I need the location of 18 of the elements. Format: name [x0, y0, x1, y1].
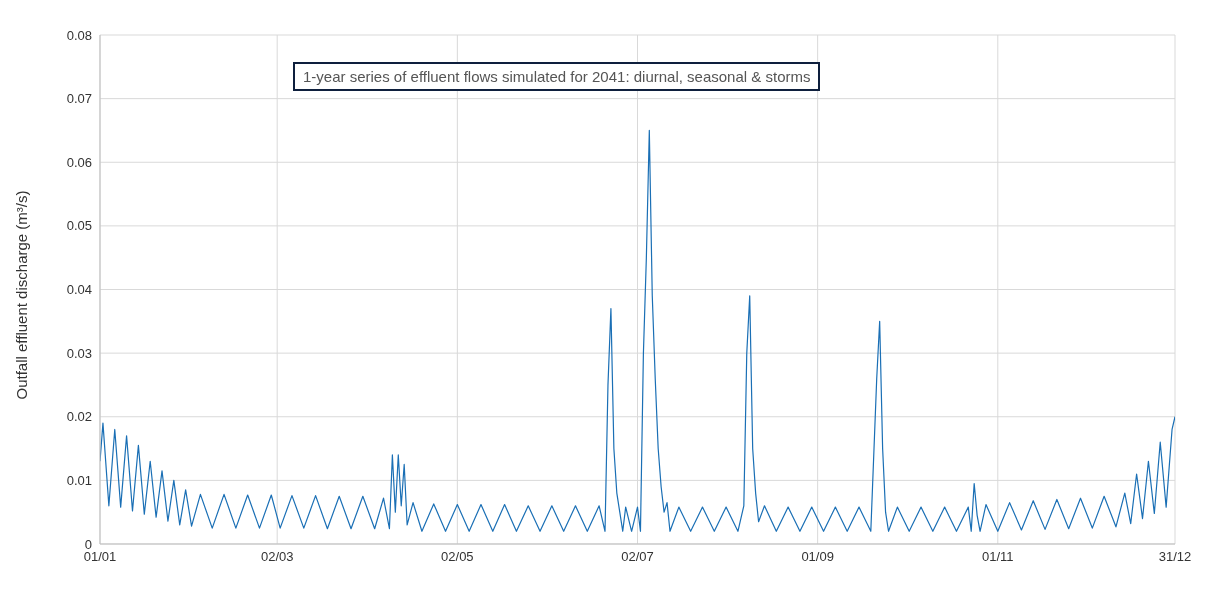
y-axis-title: Outfall effluent discharge (m³/s) — [13, 190, 31, 400]
x-tick-label: 01/11 — [982, 549, 1014, 565]
text: 1-year series of effluent flows simulated for 2041: diurnal, seasonal & storms — [293, 62, 821, 91]
x-tick-label: 01/09 — [801, 549, 834, 565]
y-tick-label: 0 — [84, 536, 92, 552]
y-tick-label: 0.05 — [66, 218, 92, 234]
x-tick-label: 02/05 — [441, 549, 474, 565]
x-tick-label: 31/12 — [1158, 549, 1192, 565]
x-tick-label: 01/01 — [83, 549, 117, 565]
x-tick-label: 02/07 — [621, 549, 654, 565]
y-tick-label: 0.03 — [66, 345, 92, 361]
y-tick-label: 0.02 — [66, 409, 92, 425]
y-tick-label: 0.08 — [66, 27, 92, 43]
y-tick-label: 0.04 — [66, 282, 92, 298]
y-tick-label: 0.07 — [66, 91, 92, 107]
x-tick-label: 02/03 — [260, 549, 294, 565]
y-tick-label: 0.01 — [66, 472, 92, 488]
y-tick-label: 0.06 — [66, 154, 92, 170]
